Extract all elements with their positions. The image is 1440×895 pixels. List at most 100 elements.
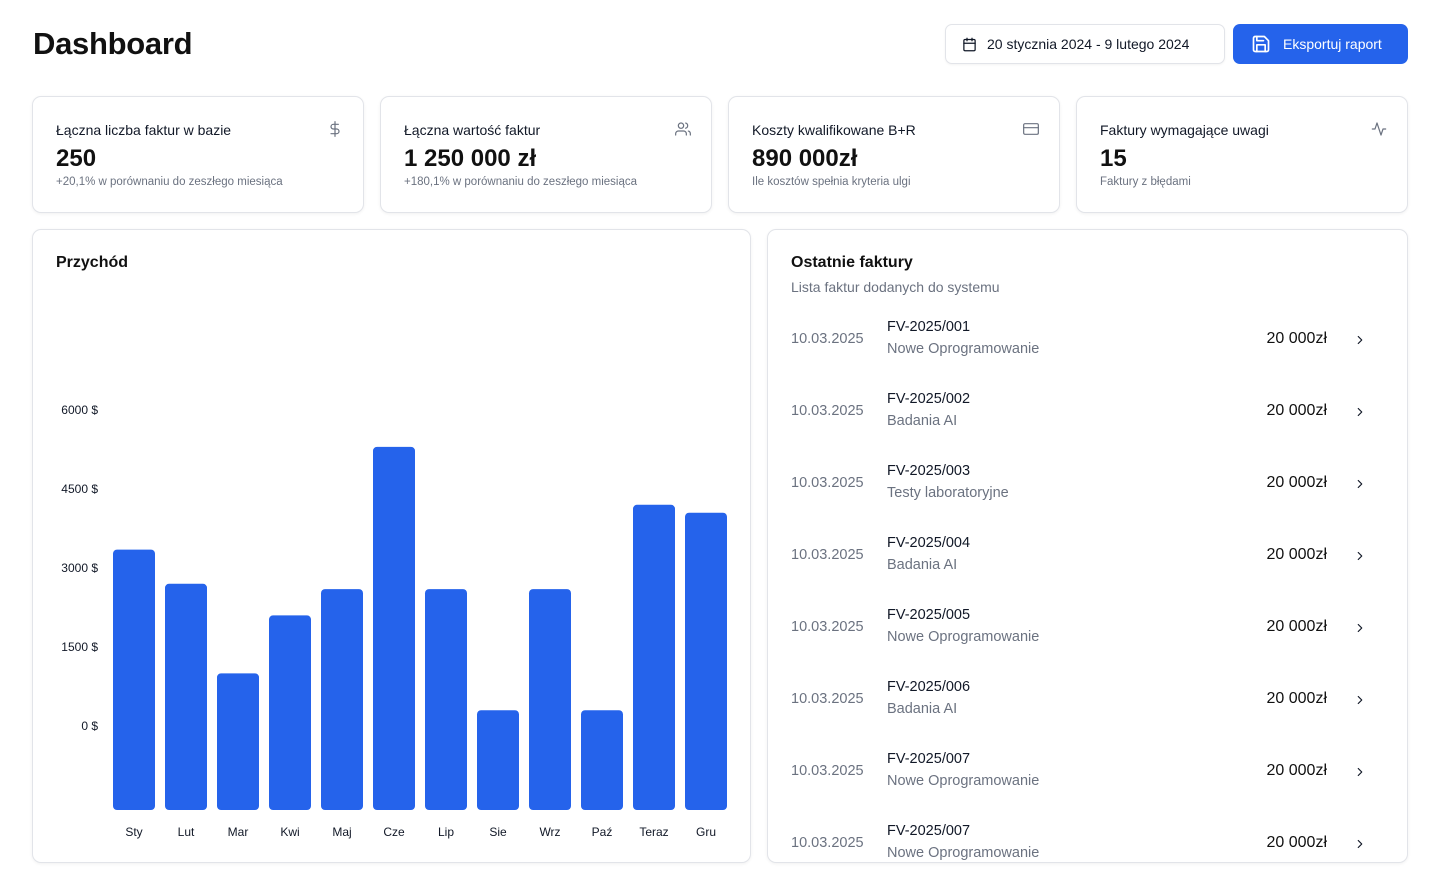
invoice-row[interactable]: 10.03.2025 FV-2025/004 Badania AI 20 000… [768, 528, 1407, 600]
x-tick-label: Lip [438, 825, 454, 839]
invoice-date: 10.03.2025 [791, 835, 864, 851]
invoice-description: Badania AI [887, 701, 958, 717]
invoice-description: Nowe Oprogramowanie [887, 629, 1040, 645]
invoices-subtitle: Lista faktur dodanych do systemu [791, 279, 1000, 295]
revenue-panel: Przychód 0 $ 1500 $ 3000 $ 4500 $ 6000 $ Sty L… [32, 229, 751, 863]
x-tick-label: Sty [125, 825, 142, 839]
x-tick-label: Mar [228, 825, 249, 839]
stat-title: Łączna liczba faktur w bazie [56, 122, 232, 138]
y-tick-label: 3000 $ [61, 561, 98, 575]
invoice-date: 10.03.2025 [791, 403, 864, 419]
stat-value: 890 000zł [752, 145, 858, 172]
invoice-number: FV-2025/001 [887, 319, 971, 335]
date-range-picker[interactable]: 20 stycznia 2024 - 9 lutego 2024 [945, 24, 1225, 64]
invoice-description: Badania AI [887, 413, 958, 429]
invoice-amount: 20 000zł [1266, 402, 1328, 419]
credit-card-icon [1023, 123, 1039, 135]
stat-value: 1 250 000 zł [404, 145, 537, 172]
invoice-number: FV-2025/007 [887, 823, 971, 839]
y-tick-label: 1500 $ [61, 640, 98, 654]
invoice-number: FV-2025/003 [887, 463, 971, 479]
chevron-right-icon[interactable] [1353, 549, 1367, 563]
stat-subtext: Faktury z błędami [1100, 176, 1191, 188]
invoice-number: FV-2025/005 [887, 607, 971, 623]
activity-icon [1371, 122, 1387, 136]
dollar-icon [330, 121, 340, 137]
invoice-amount: 20 000zł [1266, 330, 1328, 347]
y-tick-label: 6000 $ [61, 403, 98, 417]
stat-value: 250 [56, 145, 97, 172]
stat-subtext: +180,1% w porównaniu do zeszłego miesiąc… [404, 176, 638, 188]
stat-card-invoice-value: Łączna wartość faktur 1 250 000 zł +180,… [380, 96, 712, 213]
save-icon [1252, 35, 1270, 53]
invoice-row[interactable]: 10.03.2025 FV-2025/007 Nowe Oprogramowan… [768, 816, 1407, 862]
invoice-date: 10.03.2025 [791, 763, 864, 779]
invoice-description: Badania AI [887, 557, 958, 573]
revenue-bar-chart: 0 $ 1500 $ 3000 $ 4500 $ 6000 $ Sty Lut Mar Kwi M… [61, 403, 727, 839]
invoice-amount: 20 000zł [1266, 546, 1328, 563]
invoice-date: 10.03.2025 [791, 691, 864, 707]
invoice-description: Nowe Oprogramowanie [887, 341, 1040, 357]
invoice-date: 10.03.2025 [791, 547, 864, 563]
stat-title: Koszty kwalifikowane B+R [752, 122, 916, 138]
invoice-amount: 20 000zł [1266, 474, 1328, 491]
revenue-bar[interactable] [113, 549, 155, 810]
x-tick-label: Maj [332, 825, 351, 839]
x-tick-label: Kwi [280, 825, 299, 839]
invoice-list: 10.03.2025 FV-2025/001 Nowe Oprogramowan… [768, 312, 1407, 862]
revenue-bar[interactable] [425, 589, 467, 810]
revenue-bar[interactable] [217, 673, 259, 810]
invoice-date: 10.03.2025 [791, 619, 864, 635]
stat-value: 15 [1100, 145, 1127, 172]
invoice-row[interactable]: 10.03.2025 FV-2025/007 Nowe Oprogramowan… [768, 744, 1407, 816]
revenue-bar[interactable] [633, 504, 675, 810]
chevron-right-icon[interactable] [1353, 477, 1367, 491]
date-range-label: 20 stycznia 2024 - 9 lutego 2024 [987, 36, 1190, 52]
export-report-label: Eksportuj raport [1283, 36, 1382, 52]
chevron-right-icon[interactable] [1353, 405, 1367, 419]
revenue-bar[interactable] [373, 446, 415, 810]
revenue-bar[interactable] [269, 615, 311, 810]
revenue-bar[interactable] [165, 583, 207, 810]
invoice-number: FV-2025/007 [887, 751, 971, 767]
invoice-row[interactable]: 10.03.2025 FV-2025/003 Testy laboratoryj… [768, 456, 1407, 528]
invoice-number: FV-2025/002 [887, 391, 971, 407]
stat-card-attention-invoices: Faktury wymagające uwagi 15 Faktury z bł… [1076, 96, 1408, 213]
invoice-date: 10.03.2025 [791, 475, 864, 491]
invoice-number: FV-2025/004 [887, 535, 971, 551]
revenue-bar[interactable] [581, 710, 623, 810]
stat-card-qualified-costs: Koszty kwalifikowane B+R 890 000zł Ile k… [728, 96, 1060, 213]
revenue-bar[interactable] [685, 512, 727, 810]
revenue-title: Przychód [56, 254, 129, 271]
revenue-bar[interactable] [321, 589, 363, 810]
stat-subtext: +20,1% w porównaniu do zeszłego miesiąca [56, 176, 283, 188]
chevron-right-icon[interactable] [1353, 765, 1367, 779]
page-title: Dashboard [33, 26, 193, 61]
invoice-row[interactable]: 10.03.2025 FV-2025/002 Badania AI 20 000… [768, 384, 1407, 456]
invoice-description: Nowe Oprogramowanie [887, 773, 1040, 789]
x-tick-label: Teraz [639, 825, 668, 839]
invoice-row[interactable]: 10.03.2025 FV-2025/006 Badania AI 20 000… [768, 672, 1407, 744]
x-tick-label: Cze [383, 825, 405, 839]
x-tick-label: Paź [592, 825, 613, 839]
x-tick-label: Lut [178, 825, 195, 839]
calendar-icon [963, 37, 976, 51]
invoice-row[interactable]: 10.03.2025 FV-2025/005 Nowe Oprogramowan… [768, 600, 1407, 672]
revenue-bar[interactable] [477, 710, 519, 810]
y-tick-label: 4500 $ [61, 482, 98, 496]
stat-card-invoice-count: Łączna liczba faktur w bazie 250 +20,1% … [32, 96, 364, 213]
stat-subtext: Ile kosztów spełnia kryteria ulgi [752, 176, 911, 188]
invoice-description: Nowe Oprogramowanie [887, 845, 1040, 861]
export-report-button[interactable]: Eksportuj raport [1233, 24, 1408, 64]
y-tick-label: 0 $ [81, 719, 98, 733]
chevron-right-icon[interactable] [1353, 693, 1367, 707]
invoice-amount: 20 000zł [1266, 690, 1328, 707]
x-tick-label: Gru [696, 825, 716, 839]
chevron-right-icon[interactable] [1353, 333, 1367, 347]
chevron-right-icon[interactable] [1353, 837, 1367, 851]
x-tick-label: Wrz [539, 825, 560, 839]
chevron-right-icon[interactable] [1353, 621, 1367, 635]
revenue-bar[interactable] [529, 589, 571, 810]
invoice-row[interactable]: 10.03.2025 FV-2025/001 Nowe Oprogramowan… [768, 312, 1407, 384]
users-icon [675, 122, 691, 136]
